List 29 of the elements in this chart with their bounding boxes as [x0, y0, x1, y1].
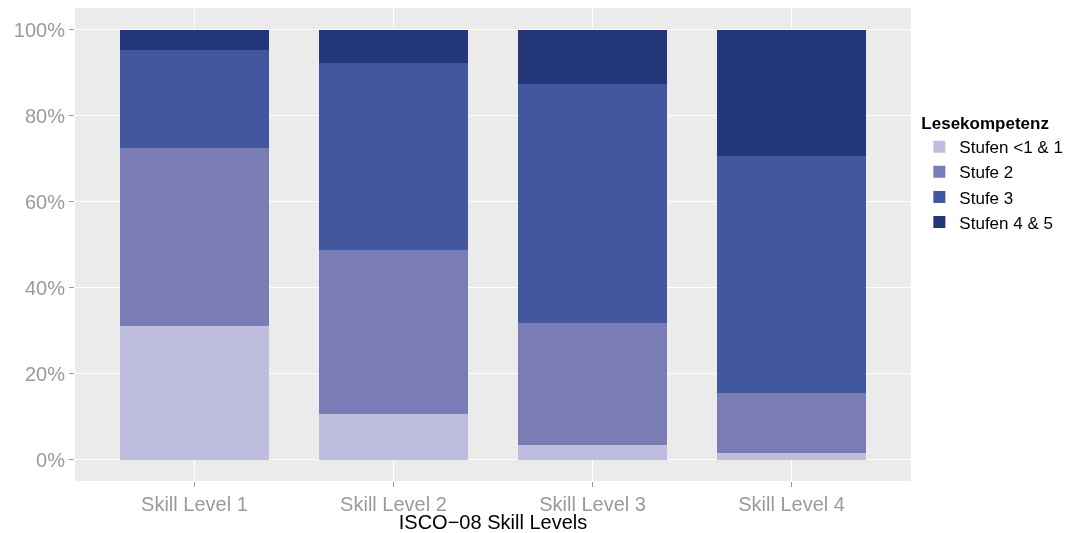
legend-label: Stufen 4 & 5 — [959, 213, 1053, 233]
y-tick-label: 100% — [13, 18, 66, 41]
y-tick-label: 80% — [24, 104, 66, 127]
legend-label: Stufe 2 — [959, 163, 1014, 183]
y-tick-label: 60% — [24, 190, 66, 213]
bar — [119, 29, 270, 50]
bar — [517, 323, 668, 446]
bar — [716, 155, 867, 394]
y-tick-label: 0% — [36, 448, 66, 471]
bar — [119, 49, 270, 148]
bar — [318, 63, 469, 251]
legend-title: Lesekompetenz — [921, 114, 1049, 134]
legend-label: Stufen <1 & 1 — [959, 138, 1063, 158]
bar — [318, 250, 469, 415]
bar — [119, 147, 270, 327]
x-tick-label: Skill Level 4 — [738, 493, 845, 515]
bar — [716, 393, 867, 453]
bar — [119, 326, 270, 460]
y-tick-label: 20% — [24, 362, 66, 385]
bar — [716, 29, 867, 156]
x-tick-label: Skill Level 1 — [141, 493, 248, 515]
legend-label: Stufe 3 — [959, 188, 1014, 208]
bar — [318, 414, 469, 460]
bar — [716, 452, 867, 460]
y-tick-label: 40% — [24, 276, 66, 299]
bar — [517, 445, 668, 460]
bar — [517, 29, 668, 84]
bar — [517, 83, 668, 324]
bar — [318, 29, 469, 64]
